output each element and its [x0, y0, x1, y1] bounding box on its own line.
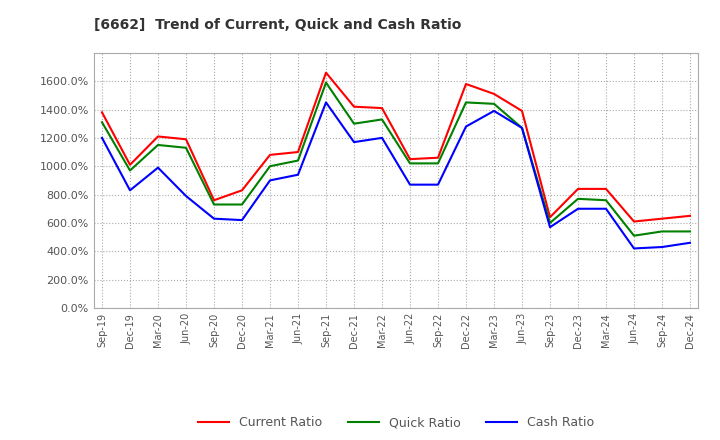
Cash Ratio	[378, 135, 387, 140]
Quick Ratio	[181, 145, 190, 150]
Cash Ratio	[181, 193, 190, 198]
Current Ratio	[126, 162, 135, 168]
Quick Ratio	[685, 229, 694, 234]
Cash Ratio	[490, 108, 498, 114]
Cash Ratio	[602, 206, 611, 211]
Cash Ratio	[574, 206, 582, 211]
Quick Ratio	[378, 117, 387, 122]
Current Ratio	[574, 186, 582, 191]
Current Ratio	[462, 81, 470, 87]
Cash Ratio	[294, 172, 302, 177]
Quick Ratio	[238, 202, 246, 207]
Cash Ratio	[266, 178, 274, 183]
Quick Ratio	[153, 142, 162, 147]
Quick Ratio	[602, 198, 611, 203]
Current Ratio	[153, 134, 162, 139]
Current Ratio	[657, 216, 666, 221]
Cash Ratio	[462, 124, 470, 129]
Legend: Current Ratio, Quick Ratio, Cash Ratio: Current Ratio, Quick Ratio, Cash Ratio	[193, 411, 599, 434]
Line: Cash Ratio: Cash Ratio	[102, 103, 690, 249]
Cash Ratio	[630, 246, 639, 251]
Cash Ratio	[657, 244, 666, 249]
Cash Ratio	[322, 100, 330, 105]
Cash Ratio	[685, 240, 694, 246]
Current Ratio	[266, 152, 274, 158]
Quick Ratio	[405, 161, 414, 166]
Cash Ratio	[126, 188, 135, 193]
Cash Ratio	[405, 182, 414, 187]
Cash Ratio	[433, 182, 442, 187]
Quick Ratio	[462, 100, 470, 105]
Current Ratio	[378, 106, 387, 111]
Quick Ratio	[350, 121, 359, 126]
Quick Ratio	[574, 196, 582, 202]
Cash Ratio	[153, 165, 162, 170]
Cash Ratio	[98, 135, 107, 140]
Cash Ratio	[238, 217, 246, 223]
Current Ratio	[546, 215, 554, 220]
Current Ratio	[433, 155, 442, 160]
Text: [6662]  Trend of Current, Quick and Cash Ratio: [6662] Trend of Current, Quick and Cash …	[94, 18, 461, 32]
Current Ratio	[490, 91, 498, 96]
Current Ratio	[630, 219, 639, 224]
Line: Current Ratio: Current Ratio	[102, 73, 690, 221]
Quick Ratio	[98, 120, 107, 125]
Current Ratio	[405, 157, 414, 162]
Quick Ratio	[210, 202, 218, 207]
Quick Ratio	[630, 233, 639, 238]
Quick Ratio	[490, 101, 498, 106]
Cash Ratio	[350, 139, 359, 145]
Quick Ratio	[126, 168, 135, 173]
Current Ratio	[210, 198, 218, 203]
Current Ratio	[602, 186, 611, 191]
Quick Ratio	[546, 220, 554, 226]
Current Ratio	[350, 104, 359, 109]
Current Ratio	[98, 110, 107, 115]
Quick Ratio	[294, 158, 302, 163]
Line: Quick Ratio: Quick Ratio	[102, 83, 690, 236]
Current Ratio	[294, 150, 302, 155]
Cash Ratio	[546, 224, 554, 230]
Current Ratio	[322, 70, 330, 75]
Quick Ratio	[657, 229, 666, 234]
Quick Ratio	[518, 125, 526, 131]
Current Ratio	[238, 188, 246, 193]
Quick Ratio	[322, 80, 330, 85]
Quick Ratio	[433, 161, 442, 166]
Cash Ratio	[210, 216, 218, 221]
Current Ratio	[518, 108, 526, 114]
Quick Ratio	[266, 164, 274, 169]
Current Ratio	[685, 213, 694, 219]
Cash Ratio	[518, 125, 526, 131]
Current Ratio	[181, 137, 190, 142]
